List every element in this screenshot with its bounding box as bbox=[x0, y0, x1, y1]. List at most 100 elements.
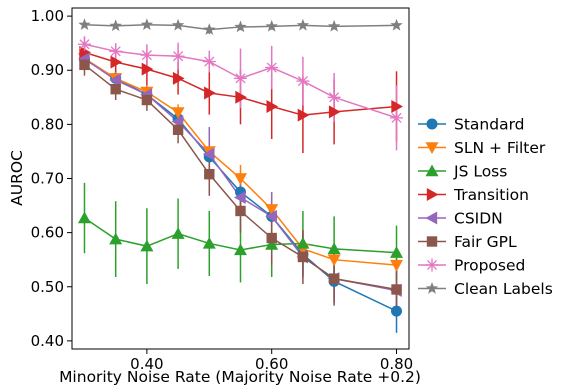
proposed-point bbox=[265, 61, 279, 75]
clean-labels-point bbox=[203, 23, 216, 35]
legend-entry-js-loss: JS Loss bbox=[418, 163, 507, 181]
proposed-point bbox=[202, 55, 216, 69]
fair-gpl-point bbox=[266, 232, 277, 244]
fair-gpl-line bbox=[84, 64, 397, 291]
js-loss-point bbox=[390, 246, 404, 258]
proposed-point bbox=[296, 74, 310, 88]
clean-labels-point bbox=[390, 18, 403, 31]
legend-label: Proposed bbox=[454, 257, 525, 275]
y-tick-label: 0.40 bbox=[31, 332, 64, 350]
transition-point bbox=[266, 100, 279, 114]
sln-filter-point bbox=[390, 259, 404, 272]
proposed-point bbox=[109, 44, 123, 58]
y-axis-label: AUROC bbox=[8, 150, 26, 206]
fair-gpl-point bbox=[297, 251, 309, 263]
legend-entry-fair-gpl: Fair GPL bbox=[418, 233, 517, 251]
fair-gpl-point bbox=[204, 168, 215, 180]
sln-filter-point bbox=[234, 173, 247, 185]
legend-label: Standard bbox=[454, 116, 525, 134]
js-loss-point bbox=[327, 242, 341, 255]
legend-entry-sln-filter: SLN + Filter bbox=[418, 139, 546, 157]
x-axis: 0.40 0.60 0.80 bbox=[130, 349, 413, 373]
x-axis-label: Minority Noise Rate (Majority Noise Rate… bbox=[59, 368, 421, 386]
transition-point bbox=[172, 71, 185, 85]
y-tick-label: 0.70 bbox=[31, 170, 64, 188]
csidn-point bbox=[265, 209, 277, 223]
transition-line bbox=[84, 51, 397, 116]
transition-point bbox=[204, 86, 216, 100]
js-loss-point bbox=[234, 243, 247, 256]
fair-gpl-point bbox=[328, 273, 340, 284]
js-loss-line bbox=[84, 217, 397, 254]
transition-point bbox=[79, 45, 91, 59]
clean-labels-point bbox=[78, 18, 91, 31]
legend-label: SLN + Filter bbox=[454, 139, 546, 157]
fair-gpl-point bbox=[235, 205, 246, 217]
y-tick-label: 0.80 bbox=[31, 115, 64, 133]
data-points bbox=[77, 18, 404, 317]
csidn-point bbox=[234, 190, 246, 204]
csidn-point bbox=[202, 147, 215, 161]
sln-filter-point bbox=[265, 204, 279, 216]
clean-labels-point bbox=[171, 18, 185, 31]
clean-labels-point bbox=[234, 20, 247, 33]
x-tick-label: 0.40 bbox=[130, 355, 163, 373]
transition-point bbox=[110, 55, 123, 69]
legend-entry-proposed: Proposed bbox=[418, 257, 525, 275]
js-loss-point bbox=[202, 236, 216, 249]
legend-swatch-marker bbox=[425, 211, 438, 225]
legend-label: Clean Labels bbox=[454, 280, 553, 298]
legend-swatch-marker bbox=[426, 118, 438, 130]
fair-gpl-point bbox=[79, 59, 90, 71]
sln-filter-point bbox=[327, 254, 341, 267]
js-loss-point bbox=[109, 232, 123, 245]
clean-labels-point bbox=[265, 19, 278, 32]
proposed-point bbox=[234, 71, 247, 85]
js-loss-point bbox=[140, 239, 154, 252]
sln-filter-point bbox=[171, 107, 185, 119]
legend-swatch-marker bbox=[425, 282, 439, 294]
y-tick-label: 1.00 bbox=[31, 7, 64, 25]
clean-labels-point bbox=[109, 19, 122, 32]
legend-swatch-marker bbox=[425, 142, 439, 154]
transition-point bbox=[235, 90, 247, 104]
fair-gpl-point bbox=[172, 124, 184, 135]
standard-point bbox=[390, 305, 403, 317]
legend-entry-csidn: CSIDN bbox=[418, 210, 503, 228]
y-axis: 0.40 0.50 0.60 0.70 0.80 0.90 1.00 bbox=[31, 7, 72, 350]
legend-entry-clean-labels: Clean Labels bbox=[418, 280, 553, 298]
y-tick-label: 0.60 bbox=[31, 224, 64, 242]
proposed-point bbox=[171, 49, 185, 63]
legend-label: CSIDN bbox=[454, 210, 503, 228]
y-tick-label: 0.50 bbox=[31, 278, 64, 296]
proposed-line bbox=[84, 43, 397, 119]
clean-labels-line bbox=[84, 24, 397, 31]
js-loss-point bbox=[296, 236, 310, 249]
js-loss-point bbox=[77, 211, 91, 224]
legend-label: Transition bbox=[453, 186, 529, 204]
proposed-point bbox=[77, 37, 91, 51]
transition-point bbox=[297, 108, 310, 122]
transition-point bbox=[391, 100, 404, 114]
y-tick-label: 0.90 bbox=[31, 61, 64, 79]
js-loss-point bbox=[171, 227, 185, 239]
legend-label: JS Loss bbox=[453, 163, 507, 181]
clean-labels-point bbox=[296, 18, 310, 31]
series-lines bbox=[84, 24, 397, 312]
legend-swatch-marker bbox=[426, 236, 438, 247]
legend-label: Fair GPL bbox=[454, 233, 517, 251]
sln-filter-line bbox=[84, 57, 397, 266]
fair-gpl-point bbox=[110, 83, 121, 95]
legend-entry-transition: Transition bbox=[418, 186, 529, 204]
proposed-point bbox=[327, 90, 341, 104]
clean-labels-point bbox=[327, 19, 341, 32]
x-tick-label: 0.60 bbox=[255, 355, 288, 373]
proposed-point bbox=[390, 111, 404, 125]
transition-point bbox=[141, 62, 154, 76]
fair-gpl-point bbox=[141, 94, 153, 106]
clean-labels-point bbox=[140, 18, 154, 31]
legend-entry-standard: Standard bbox=[418, 116, 525, 134]
fair-gpl-point bbox=[391, 284, 402, 295]
legend-swatch-marker bbox=[425, 258, 439, 272]
